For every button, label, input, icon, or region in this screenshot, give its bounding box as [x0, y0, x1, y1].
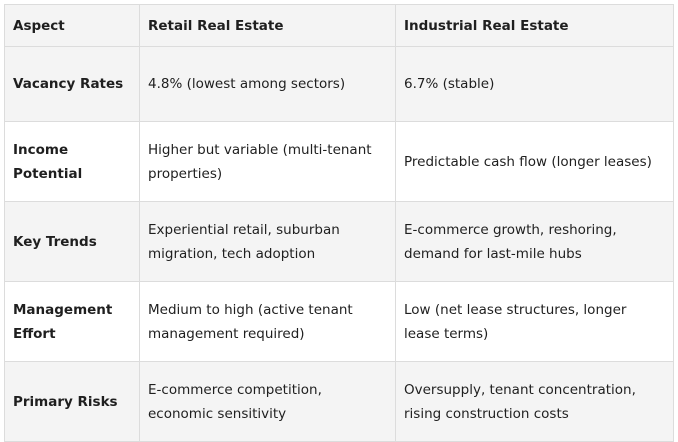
comparison-table: Aspect Retail Real Estate Industrial Rea… — [4, 4, 674, 442]
retail-cell: Medium to high (active tenant management… — [139, 281, 396, 362]
table-row: Income Potential Higher but variable (mu… — [4, 121, 674, 202]
industrial-cell: E-commerce growth, reshoring, demand for… — [395, 201, 674, 282]
industrial-cell: Low (net lease structures, longer lease … — [395, 281, 674, 362]
table-row: Key Trends Experiential retail, suburban… — [4, 201, 674, 282]
industrial-cell: 6.7% (stable) — [395, 46, 674, 122]
industrial-cell: Oversupply, tenant concentration, rising… — [395, 361, 674, 442]
table-row: Primary Risks E-commerce competition, ec… — [4, 361, 674, 442]
row-label: Management Effort — [4, 281, 140, 362]
table-row: Management Effort Medium to high (active… — [4, 281, 674, 362]
row-label: Vacancy Rates — [4, 46, 140, 122]
retail-cell: Experiential retail, suburban migration,… — [139, 201, 396, 282]
header-cell-aspect: Aspect — [4, 4, 140, 47]
table-header-row: Aspect Retail Real Estate Industrial Rea… — [4, 4, 674, 47]
retail-cell: Higher but variable (multi-tenant proper… — [139, 121, 396, 202]
industrial-cell: Predictable cash flow (longer leases) — [395, 121, 674, 202]
row-label: Primary Risks — [4, 361, 140, 442]
table-row: Vacancy Rates 4.8% (lowest among sectors… — [4, 46, 674, 122]
header-cell-retail: Retail Real Estate — [139, 4, 396, 47]
retail-cell: E-commerce competition, economic sensiti… — [139, 361, 396, 442]
retail-cell: 4.8% (lowest among sectors) — [139, 46, 396, 122]
row-label: Key Trends — [4, 201, 140, 282]
header-cell-industrial: Industrial Real Estate — [395, 4, 674, 47]
row-label: Income Potential — [4, 121, 140, 202]
